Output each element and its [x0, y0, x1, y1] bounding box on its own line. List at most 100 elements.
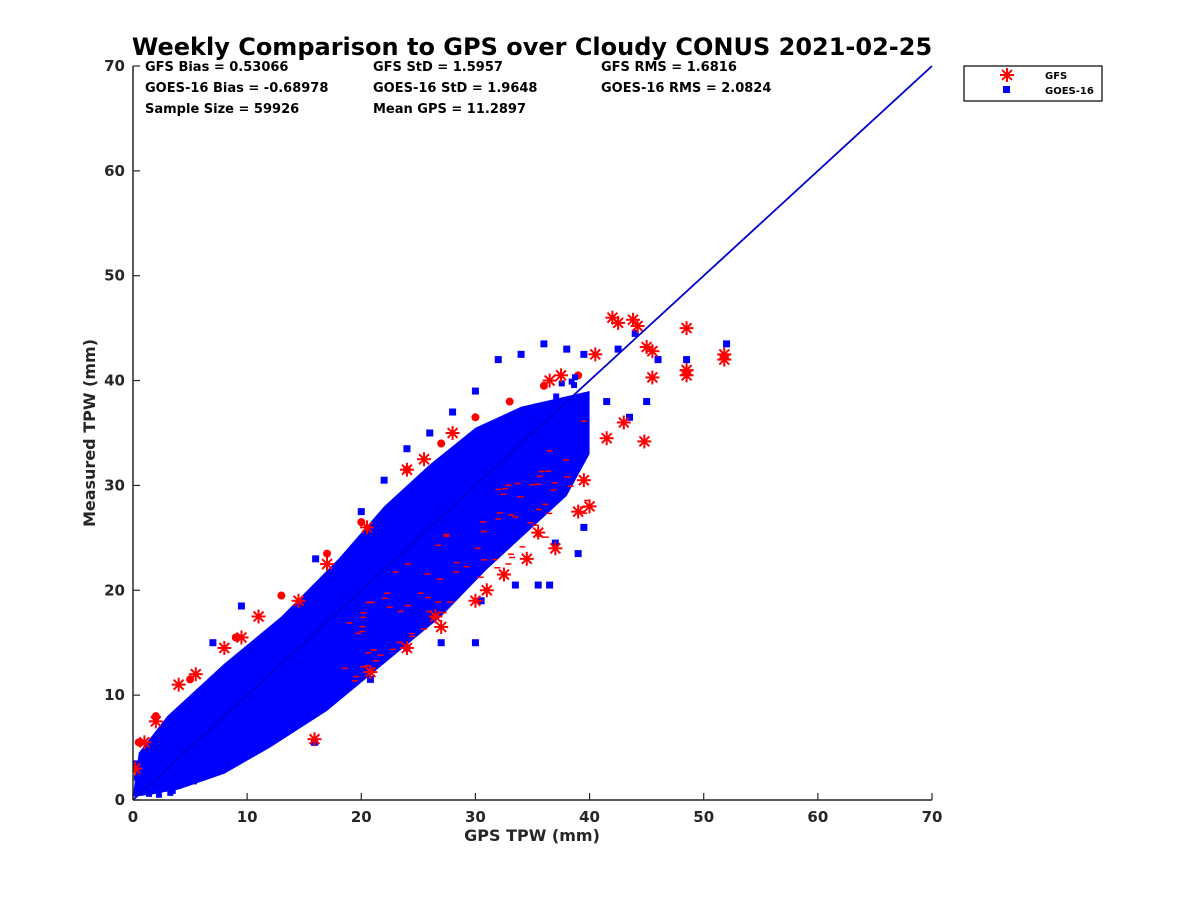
goes-point: [233, 699, 240, 706]
goes-point: [566, 430, 573, 437]
goes-point: [626, 413, 634, 421]
goes-point: [178, 753, 185, 760]
goes-point: [397, 546, 404, 553]
goes-point: [568, 405, 575, 412]
y-tick-label: 50: [104, 267, 125, 285]
goes-point: [517, 350, 525, 358]
goes-point: [440, 509, 447, 516]
gfs-fringe-point: [471, 413, 480, 422]
goes-point: [432, 527, 439, 534]
goes-point: [287, 641, 294, 648]
goes-point: [526, 450, 533, 457]
goes-point: [571, 382, 578, 389]
x-ticks: 0 10 20 30 40 50 60 70: [128, 793, 942, 826]
goes-point: [376, 547, 383, 554]
goes-point: [181, 763, 188, 770]
goes-point: [357, 579, 364, 586]
goes-point: [210, 758, 217, 765]
goes-point: [182, 768, 189, 775]
goes-point: [390, 534, 397, 541]
goes-point: [313, 632, 320, 639]
goes-point: [430, 560, 437, 567]
gfs-point: [542, 373, 557, 388]
goes-point: [371, 587, 378, 594]
goes-point: [272, 639, 279, 646]
goes-point: [441, 504, 448, 511]
gfs-point: [479, 583, 494, 598]
goes-point: [252, 698, 259, 705]
goes-point: [375, 554, 382, 561]
stats-block: GFS Bias = 0.53066 GFS StD = 1.5957 GFS …: [145, 60, 771, 117]
goes-point: [451, 545, 458, 552]
goes-point: [157, 754, 164, 761]
gfs-point: [645, 344, 660, 359]
goes-point: [234, 694, 241, 701]
goes-point: [521, 413, 528, 420]
gfs-point: [188, 667, 203, 682]
gfs-point: [148, 714, 163, 729]
goes-point: [243, 714, 250, 721]
goes-point: [360, 572, 367, 579]
goes-point: [153, 787, 160, 794]
goes-point: [146, 790, 153, 797]
goes-point: [357, 613, 364, 620]
goes-point: [469, 521, 476, 528]
goes-point: [184, 718, 191, 725]
gfs-fringe-point: [277, 591, 286, 600]
goes-point: [534, 581, 542, 589]
goes-point: [460, 515, 467, 522]
x-tick-label: 50: [693, 808, 714, 826]
gfs-point: [645, 370, 660, 385]
goes-point: [325, 607, 332, 614]
goes-point: [541, 459, 548, 466]
goes-point: [398, 523, 405, 530]
goes-point: [170, 724, 177, 731]
goes-point: [378, 539, 385, 546]
goes-point: [356, 592, 363, 599]
goes-point: [470, 466, 477, 473]
goes-point: [574, 550, 582, 558]
goes-point: [330, 593, 337, 600]
goes-point: [513, 484, 520, 491]
goes-point: [253, 667, 260, 674]
goes-point: [476, 477, 483, 484]
goes-point: [307, 657, 314, 664]
x-tick-label: 30: [465, 808, 486, 826]
goes-point: [723, 340, 731, 348]
goes-point: [251, 654, 258, 661]
y-axis-label: Measured TPW (mm): [80, 339, 99, 527]
goes-point: [321, 646, 328, 653]
goes-point: [417, 549, 424, 556]
y-tick-label: 40: [104, 372, 125, 390]
gfs-point: [468, 593, 483, 608]
goes-point: [335, 587, 342, 594]
goes-point: [574, 397, 581, 404]
gfs-point: [133, 761, 143, 776]
goes-point: [284, 627, 291, 634]
goes-point: [568, 378, 575, 385]
gfs-point: [630, 319, 645, 334]
stat-sample-size: Sample Size = 59926: [145, 102, 299, 117]
goes-point: [305, 619, 312, 626]
goes-point: [354, 626, 361, 633]
goes-point: [245, 695, 252, 702]
gfs-point: [363, 665, 378, 680]
goes-point: [277, 675, 284, 682]
goes-point: [335, 643, 342, 650]
goes-point: [383, 606, 390, 613]
goes-point: [240, 696, 247, 703]
goes-point: [654, 356, 662, 364]
goes-point: [269, 642, 276, 649]
x-tick-label: 0: [128, 808, 138, 826]
gfs-fringe-point: [323, 549, 332, 558]
goes-point: [401, 580, 408, 587]
goes-point: [490, 460, 497, 467]
goes-point: [477, 509, 484, 516]
goes-point: [165, 737, 172, 744]
goes-point: [408, 576, 415, 583]
gfs-fringe-point: [505, 397, 514, 406]
legend: GFS GOES-16: [963, 65, 1103, 102]
goes-point: [264, 640, 271, 647]
goes-point: [507, 443, 514, 450]
